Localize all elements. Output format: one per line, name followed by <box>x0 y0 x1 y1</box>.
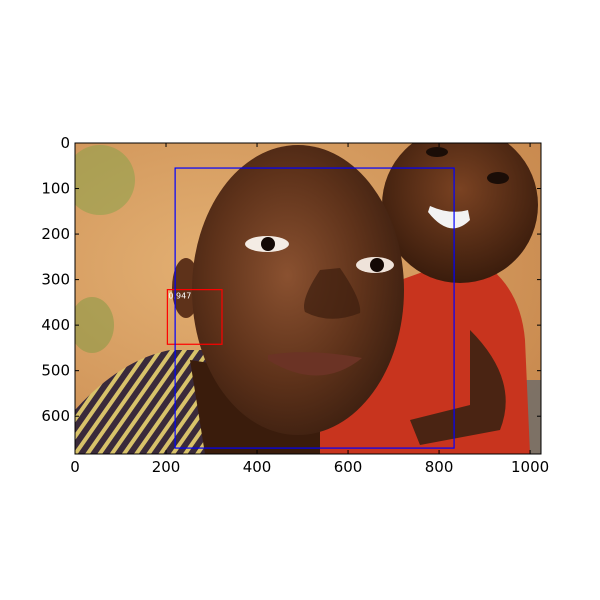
detection-box <box>174 167 455 449</box>
front-boy-shirt <box>75 350 230 454</box>
y-tick-label: 500 <box>41 362 70 380</box>
axes-frame <box>74 142 542 455</box>
second-boy-smile <box>428 206 470 229</box>
front-boy-nose <box>304 268 361 319</box>
second-boy-arm <box>410 330 506 445</box>
detections: 0.947 <box>166 167 455 449</box>
axis-ticks: 0 200 400 600 800 1000 0 100 200 300 400 500 600 <box>41 134 549 476</box>
front-boy-pupil <box>370 258 384 272</box>
second-boy-eye <box>426 147 448 157</box>
second-boy-eye <box>487 172 509 184</box>
x-tick-label: 400 <box>243 458 272 476</box>
second-boy-face <box>382 143 538 283</box>
y-tick-label: 100 <box>41 180 70 198</box>
grass-patch <box>75 297 114 353</box>
y-tick-label: 600 <box>41 407 70 425</box>
y-tick-label: 0 <box>60 134 70 152</box>
front-boy-mouth <box>268 352 362 376</box>
detection-score-label: 0.947 <box>168 292 191 301</box>
y-tick-label: 400 <box>41 316 70 334</box>
grass-patch <box>75 145 135 215</box>
x-tick-label: 800 <box>425 458 454 476</box>
front-boy-face <box>192 145 404 435</box>
x-tick-label: 0 <box>70 458 80 476</box>
photo <box>75 143 541 454</box>
detection-box <box>166 289 223 345</box>
x-tick-label: 600 <box>334 458 363 476</box>
y-tick-label: 300 <box>41 271 70 289</box>
x-tick-label: 200 <box>152 458 181 476</box>
y-tick-label: 200 <box>41 225 70 243</box>
x-tick-label: 1000 <box>511 458 549 476</box>
front-boy-pupil <box>261 237 275 251</box>
